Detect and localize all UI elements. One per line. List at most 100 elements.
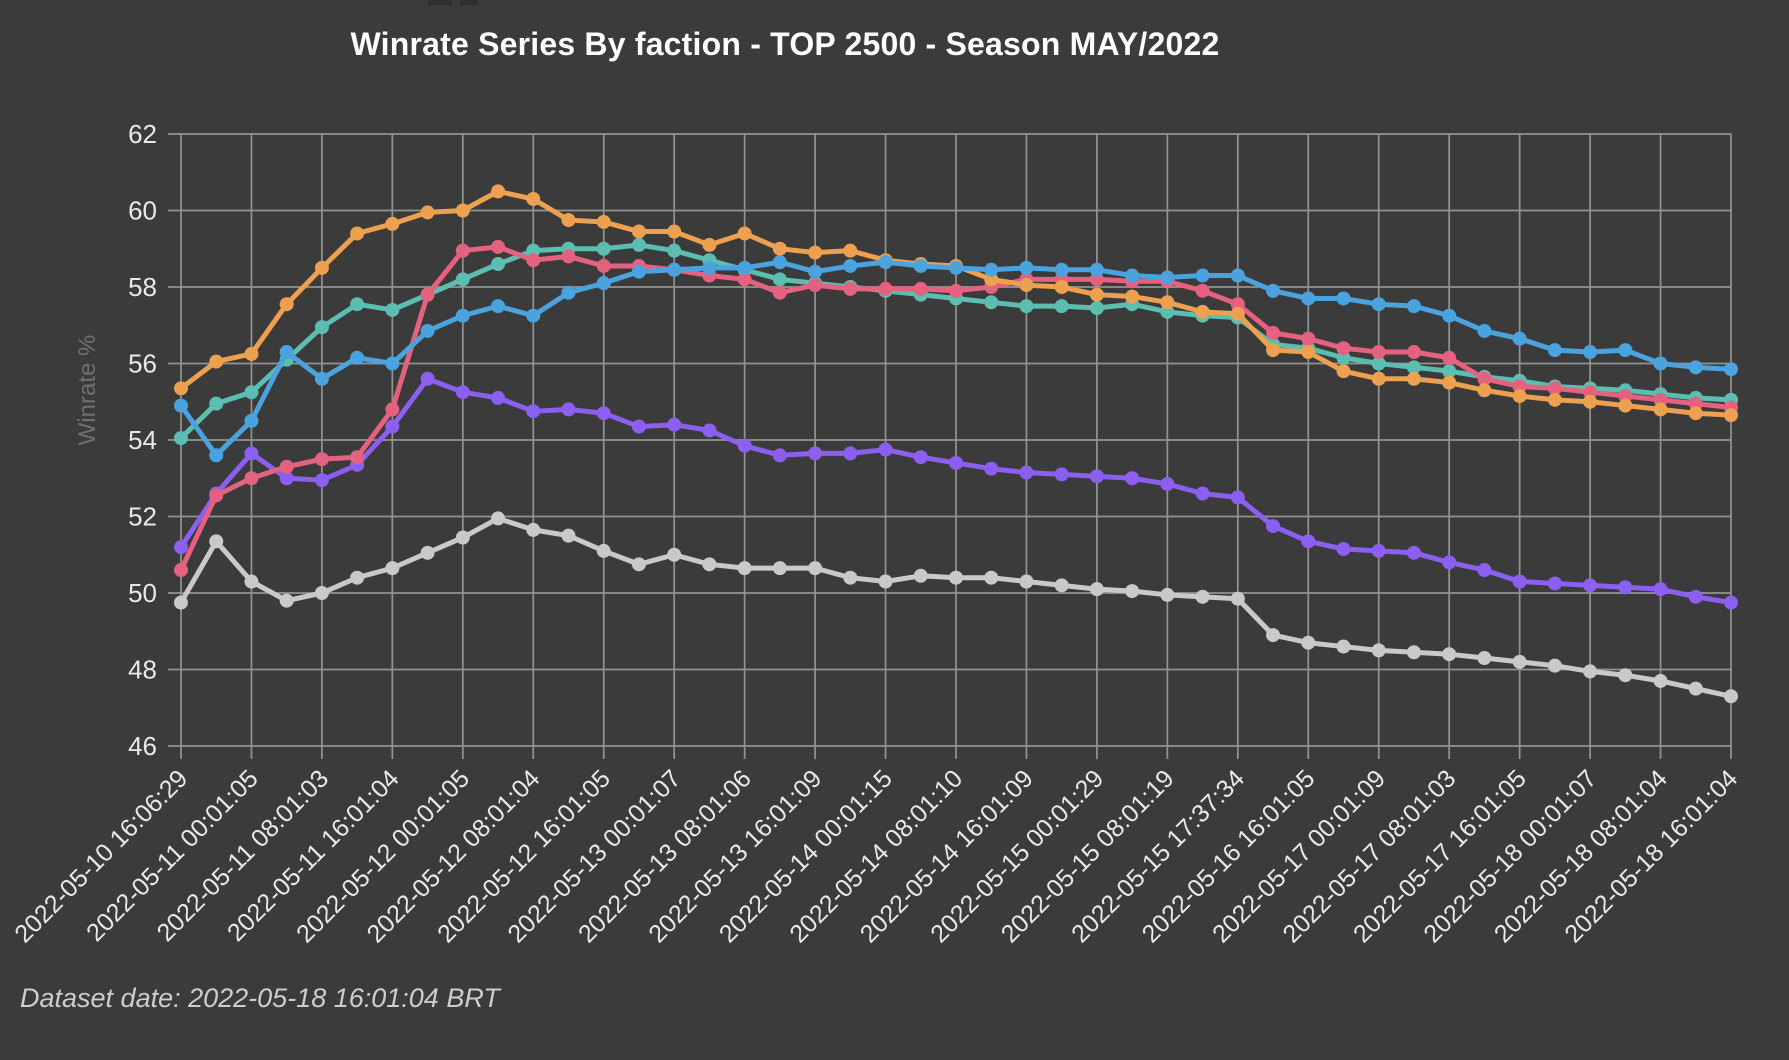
- data-point-purple: [1089, 469, 1104, 484]
- series-pink: [174, 239, 1738, 578]
- data-point-orange: [1054, 280, 1069, 294]
- data-point-gray: [420, 545, 435, 560]
- data-point-blue: [1125, 268, 1140, 283]
- data-point-blue: [1054, 262, 1069, 277]
- data-point-teal: [350, 297, 365, 312]
- data-point-pink: [1583, 385, 1598, 400]
- data-point-purple: [1442, 555, 1457, 570]
- data-point-purple: [455, 385, 470, 400]
- data-point-orange: [1406, 371, 1421, 386]
- data-point-orange: [772, 241, 787, 256]
- data-point-purple: [1266, 519, 1281, 534]
- data-point-orange: [1371, 371, 1386, 386]
- data-point-pink: [385, 402, 400, 417]
- data-point-blue: [491, 299, 506, 314]
- data-point-pink: [491, 239, 506, 254]
- data-point-gray: [526, 522, 541, 537]
- data-point-orange: [1125, 289, 1140, 304]
- data-point-orange: [1442, 375, 1457, 390]
- data-point-purple: [420, 371, 435, 386]
- data-point-purple: [1301, 534, 1316, 549]
- data-point-pink: [1301, 331, 1316, 346]
- data-point-purple: [984, 461, 999, 476]
- data-point-orange: [667, 224, 682, 239]
- data-point-orange: [737, 226, 752, 241]
- y-tick-label: 46: [128, 731, 157, 761]
- data-point-orange: [1724, 408, 1738, 423]
- data-point-pink: [1406, 345, 1421, 360]
- data-point-orange: [279, 297, 294, 312]
- data-point-blue: [561, 285, 576, 300]
- series-gray: [174, 511, 1738, 704]
- data-point-orange: [1688, 406, 1703, 421]
- data-point-purple: [279, 471, 294, 486]
- data-point-gray: [1406, 645, 1421, 660]
- data-point-orange: [420, 205, 435, 220]
- data-point-teal: [314, 320, 329, 335]
- data-point-blue: [1442, 308, 1457, 323]
- data-point-orange: [1477, 383, 1492, 398]
- data-point-orange: [843, 243, 858, 258]
- data-point-purple: [631, 419, 646, 434]
- data-point-blue: [737, 260, 752, 275]
- series-purple: [174, 371, 1738, 610]
- data-point-teal: [1089, 301, 1104, 316]
- data-point-pink: [596, 258, 611, 273]
- data-point-gray: [772, 561, 787, 576]
- data-point-orange: [702, 237, 717, 252]
- data-point-orange: [174, 381, 188, 396]
- data-point-gray: [1054, 578, 1069, 593]
- data-point-pink: [878, 281, 893, 296]
- data-point-blue: [1618, 343, 1633, 358]
- data-point-gray: [209, 534, 224, 549]
- data-point-orange: [1266, 343, 1281, 358]
- data-point-blue: [1724, 362, 1738, 377]
- data-point-blue: [984, 262, 999, 277]
- data-point-blue: [279, 345, 294, 360]
- data-point-purple: [561, 402, 576, 417]
- data-point-pink: [1089, 272, 1104, 287]
- data-point-gray: [1336, 639, 1351, 654]
- data-point-teal: [631, 237, 646, 252]
- data-point-purple: [1125, 471, 1140, 486]
- data-point-blue: [174, 398, 188, 413]
- data-point-purple: [1477, 563, 1492, 578]
- data-point-pink: [737, 272, 752, 287]
- dataset-date-note: Dataset date: 2022-05-18 16:01:04 BRT: [20, 983, 500, 1013]
- data-point-pink: [949, 283, 963, 298]
- data-point-blue: [1653, 356, 1668, 371]
- data-point-gray: [1160, 587, 1175, 602]
- data-point-pink: [1618, 389, 1633, 404]
- data-point-orange: [1583, 394, 1598, 409]
- data-point-blue: [420, 323, 435, 338]
- data-point-orange: [1089, 287, 1104, 302]
- data-point-orange: [1336, 364, 1351, 379]
- data-point-purple: [596, 406, 611, 421]
- data-point-blue: [455, 308, 470, 323]
- data-point-teal: [596, 241, 611, 256]
- data-point-teal: [984, 295, 999, 310]
- data-point-blue: [843, 258, 858, 273]
- data-point-purple: [1406, 545, 1421, 560]
- data-point-purple: [1583, 578, 1598, 593]
- data-point-gray: [949, 570, 963, 585]
- data-point-pink: [1547, 381, 1562, 396]
- data-point-gray: [1266, 628, 1281, 643]
- data-point-orange: [631, 224, 646, 239]
- data-point-gray: [1125, 584, 1140, 599]
- data-point-purple: [1724, 595, 1738, 610]
- data-point-orange: [1618, 398, 1633, 413]
- data-point-orange: [455, 203, 470, 218]
- cropped-legend-artifact: [428, 0, 452, 5]
- data-point-purple: [174, 540, 188, 555]
- data-point-teal: [491, 257, 506, 272]
- data-point-teal: [667, 243, 682, 258]
- data-point-orange: [808, 245, 823, 260]
- data-point-teal: [1406, 360, 1421, 375]
- data-point-gray: [279, 593, 294, 608]
- data-point-teal: [174, 431, 188, 446]
- data-point-purple: [1230, 490, 1245, 505]
- data-point-gray: [984, 570, 999, 585]
- data-point-orange: [350, 226, 365, 241]
- data-point-gray: [1371, 643, 1386, 658]
